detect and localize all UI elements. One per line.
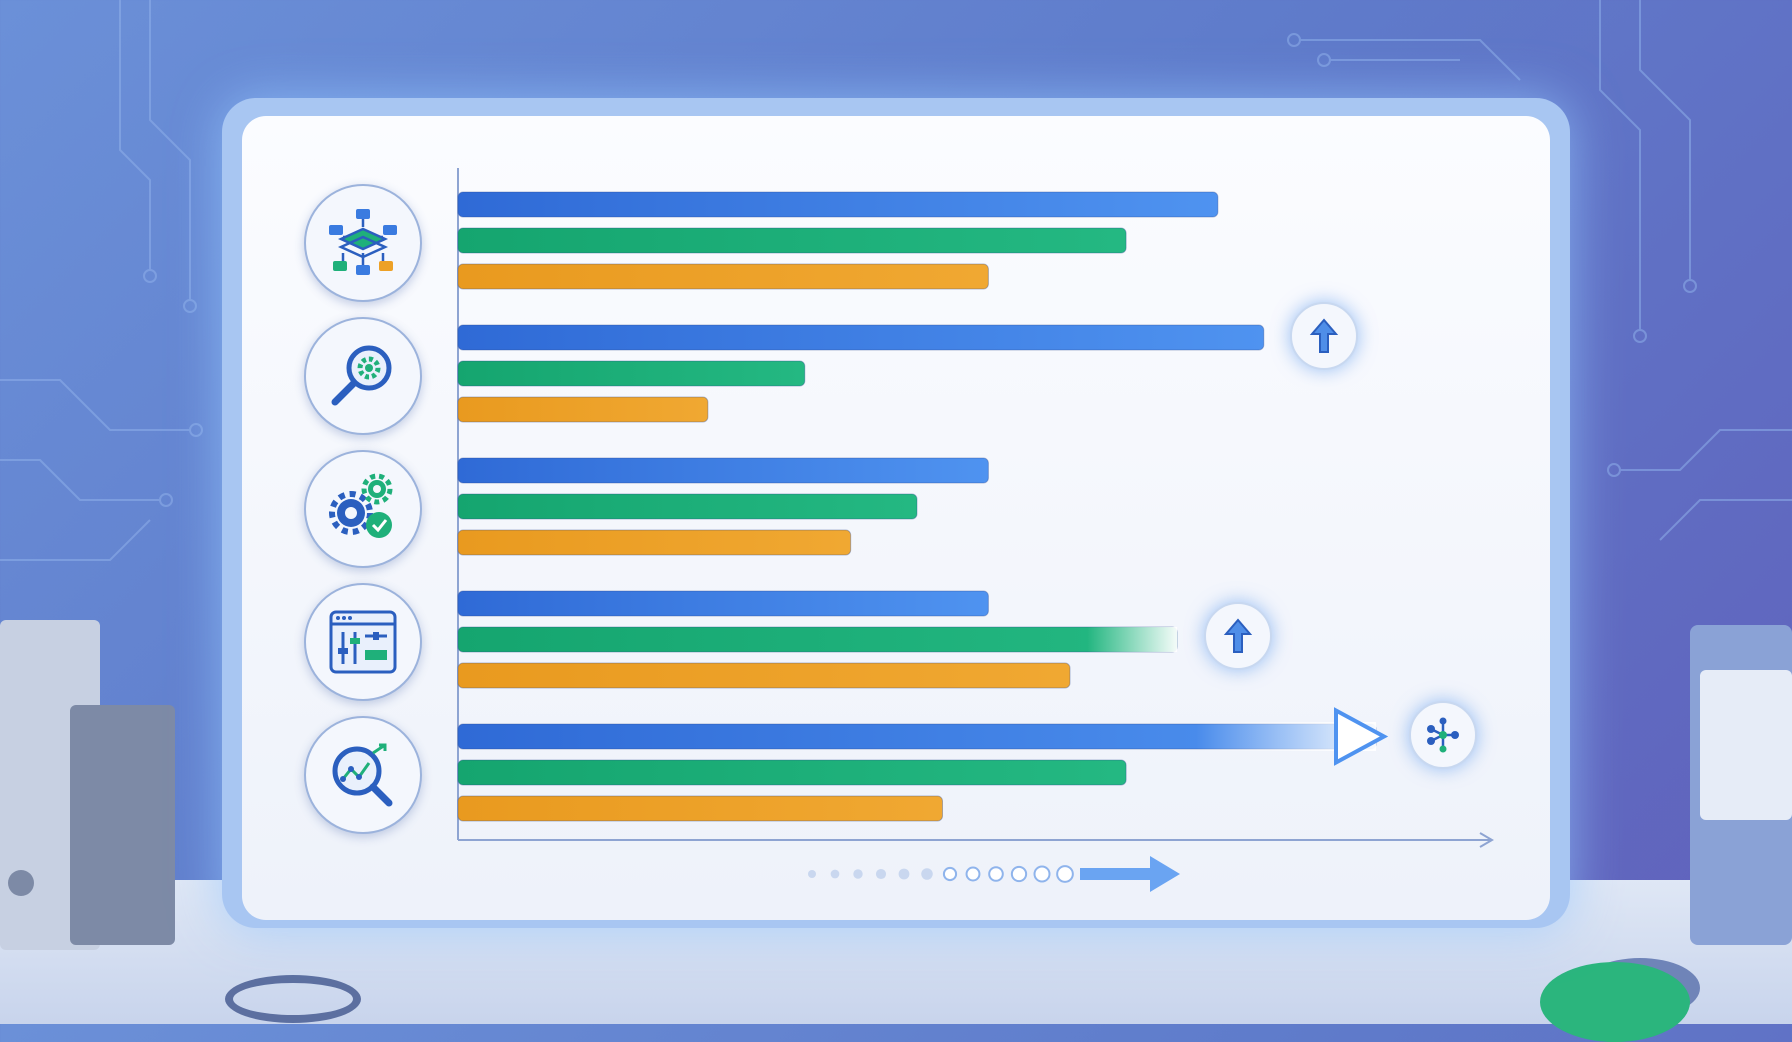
bar-dashboard-sliders-icon-series-3 [457, 662, 1071, 689]
bar-gears-check-icon-series-2 [457, 493, 918, 520]
bar-structure-diagram-icon-series-2 [457, 227, 1127, 254]
bar-gears-check-icon-series-1 [457, 457, 989, 484]
search-gear-icon [304, 317, 422, 435]
bar-structure-diagram-icon-series-3 [457, 263, 989, 290]
progress-dot [830, 869, 840, 879]
progress-dot [898, 868, 910, 880]
progress-dot [875, 868, 887, 880]
bar-dashboard-sliders-icon-series-1 [457, 590, 989, 617]
bar-structure-diagram-icon-series-1 [457, 191, 1219, 218]
progress-dot [808, 870, 816, 878]
x-axis-arrowhead [1479, 832, 1494, 848]
growth-arrowhead [1334, 707, 1389, 766]
dashboard-sliders-icon [304, 583, 422, 701]
progress-indicator [808, 856, 1180, 892]
progress-dot [853, 869, 863, 879]
bar-analytics-search-icon-series-3 [457, 795, 943, 822]
bar-search-gear-icon-series-1 [457, 324, 1265, 351]
bar-search-gear-icon-series-3 [457, 396, 709, 423]
progress-dot [1010, 865, 1028, 883]
progress-dot [921, 868, 933, 880]
arrow-up-icon [1204, 602, 1272, 670]
bar-analytics-search-icon-series-2 [457, 759, 1127, 786]
binder-dark [70, 705, 175, 945]
tray-paper [1700, 670, 1792, 820]
arrow-up-icon [1290, 302, 1358, 370]
progress-dot [988, 866, 1004, 882]
bar-search-gear-icon-series-2 [457, 360, 806, 387]
bar-dashboard-sliders-icon-series-2 [457, 626, 1178, 653]
bar-glow [1087, 627, 1178, 652]
progress-dot [942, 866, 958, 882]
desk-magnifier [225, 975, 361, 1023]
progress-arrow-icon [1080, 856, 1180, 892]
progress-dot [965, 866, 981, 882]
bar-gears-check-icon-series-3 [457, 529, 852, 556]
structure-diagram-icon [304, 184, 422, 302]
network-icon [1409, 701, 1477, 769]
binder-hole [8, 870, 34, 896]
gears-check-icon [304, 450, 422, 568]
progress-dot [1033, 865, 1051, 883]
analytics-search-icon [304, 716, 422, 834]
progress-dot [1056, 865, 1074, 883]
